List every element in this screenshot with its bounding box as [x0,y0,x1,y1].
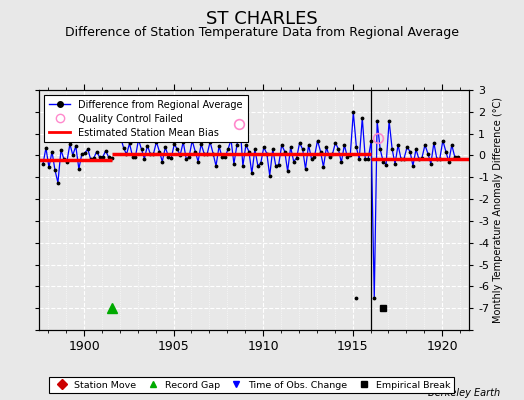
Text: Berkeley Earth: Berkeley Earth [428,388,500,398]
Legend: Difference from Regional Average, Quality Control Failed, Estimated Station Mean: Difference from Regional Average, Qualit… [44,95,247,142]
Legend: Station Move, Record Gap, Time of Obs. Change, Empirical Break: Station Move, Record Gap, Time of Obs. C… [49,377,454,393]
Y-axis label: Monthly Temperature Anomaly Difference (°C): Monthly Temperature Anomaly Difference (… [493,97,503,323]
Text: Difference of Station Temperature Data from Regional Average: Difference of Station Temperature Data f… [65,26,459,39]
Text: ST CHARLES: ST CHARLES [206,10,318,28]
